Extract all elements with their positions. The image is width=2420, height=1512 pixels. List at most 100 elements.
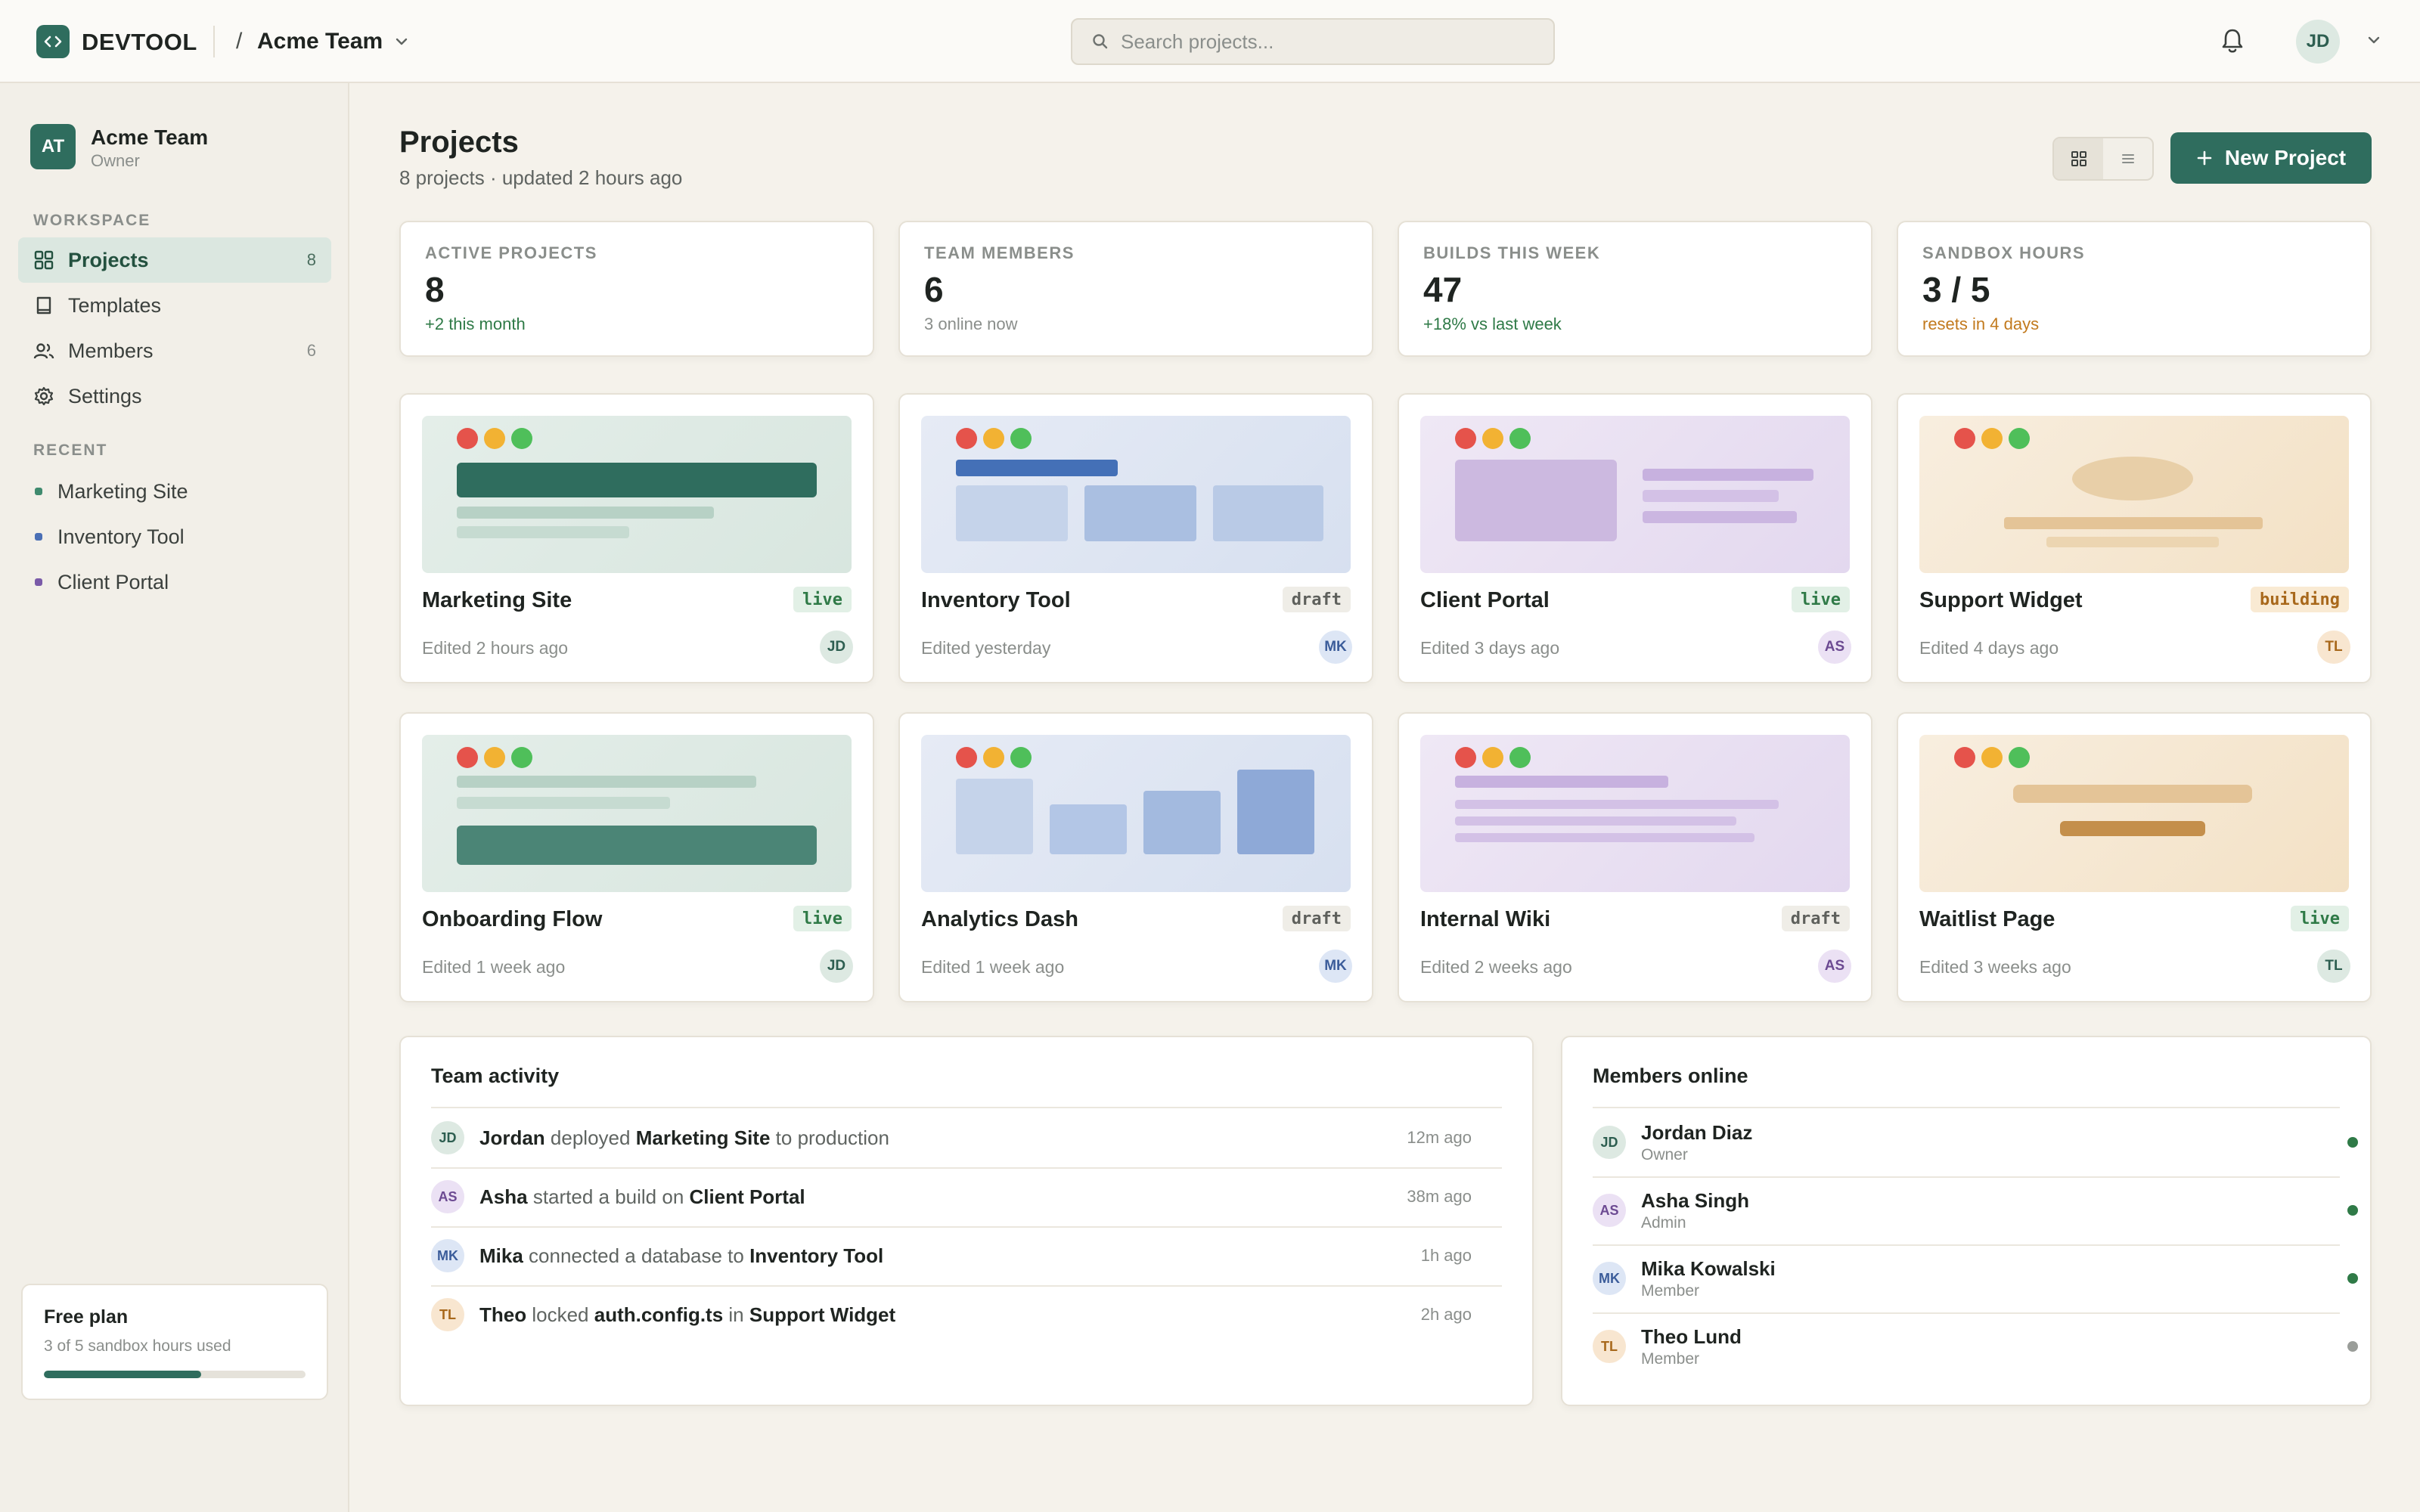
team-avatar[interactable]: AT (30, 124, 76, 169)
divider (431, 1167, 1502, 1169)
activity-target[interactable]: Inventory Tool (749, 1244, 884, 1267)
window-dot (1455, 747, 1476, 768)
grid-view-button[interactable] (2054, 138, 2103, 179)
stat-card-team-members: TEAM MEMBERS 6 3 online now (898, 221, 1373, 357)
project-card-inventory-tool[interactable]: Inventory Tool draft Edited yesterday MK (898, 393, 1373, 683)
edited-time: Edited 2 hours ago (422, 638, 569, 658)
avatar: MK (1319, 950, 1352, 983)
window-dot (956, 428, 977, 449)
activity-text: Theo locked auth.config.ts in Support Wi… (479, 1303, 895, 1327)
edited-time: Edited 3 weeks ago (1919, 957, 2071, 977)
project-name: Waitlist Page (1919, 907, 2055, 931)
avatar: AS (1593, 1194, 1626, 1227)
preview-line (1643, 469, 1813, 481)
stat-label: BUILDS THIS WEEK (1423, 243, 1601, 262)
section-label-workspace: WORKSPACE (33, 212, 151, 229)
preview-line (457, 776, 756, 788)
stat-note: +2 this month (425, 314, 526, 333)
member-row[interactable]: TL Theo Lund Member (1593, 1312, 2358, 1380)
online-status-dot (2347, 1273, 2358, 1284)
member-role: Member (1641, 1281, 1700, 1300)
new-project-button[interactable]: New Project (2170, 132, 2372, 184)
activity-verb: connected a database to (529, 1244, 744, 1267)
activity-row[interactable]: AS Asha started a build on Client Portal… (431, 1167, 1472, 1226)
activity-target[interactable]: Marketing Site (635, 1126, 771, 1149)
activity-row[interactable]: JD Jordan deployed Marketing Site to pro… (431, 1108, 1472, 1167)
sidebar-item-members[interactable]: Members 6 (18, 328, 331, 373)
preview-bar (1050, 804, 1127, 854)
project-card-support-widget[interactable]: Support Widget building Edited 4 days ag… (1897, 393, 2372, 683)
bell-icon[interactable] (2219, 26, 2246, 60)
project-card-waitlist-page[interactable]: Waitlist Page live Edited 3 weeks ago TL (1897, 712, 2372, 1002)
sidebar-item-settings[interactable]: Settings (18, 373, 331, 419)
window-dot (983, 747, 1004, 768)
sidebar-item-templates[interactable]: Templates (18, 283, 331, 328)
stat-note: +18% vs last week (1423, 314, 1562, 333)
divider (1593, 1244, 2340, 1246)
activity-target[interactable]: Client Portal (689, 1185, 805, 1208)
member-row[interactable]: JD Jordan Diaz Owner (1593, 1108, 2358, 1176)
chevron-down-icon (396, 38, 408, 45)
window-dot (1010, 428, 1032, 449)
avatar: MK (1593, 1262, 1626, 1295)
member-row[interactable]: MK Mika Kowalski Member (1593, 1244, 2358, 1312)
project-name: Onboarding Flow (422, 907, 603, 931)
stat-value: 3 / 5 (1922, 270, 1990, 309)
recent-item-marketing-site[interactable]: Marketing Site (18, 470, 331, 513)
preview-bar (956, 779, 1033, 854)
stat-note: 3 online now (924, 314, 1018, 333)
stat-note: resets in 4 days (1922, 314, 2040, 333)
avatar: TL (1593, 1330, 1626, 1363)
list-view-button[interactable] (2103, 138, 2152, 179)
plan-card[interactable]: Free plan 3 of 5 sandbox hours used (21, 1284, 328, 1400)
plan-usage: 3 of 5 sandbox hours used (44, 1337, 231, 1355)
recent-item-inventory-tool[interactable]: Inventory Tool (18, 516, 331, 558)
avatar: AS (431, 1180, 464, 1213)
project-card-analytics-dash[interactable]: Analytics Dash draft Edited 1 week ago M… (898, 712, 1373, 1002)
member-row[interactable]: AS Asha Singh Admin (1593, 1176, 2358, 1244)
user-avatar[interactable]: JD (2296, 20, 2340, 64)
stat-card-builds-this-week: BUILDS THIS WEEK 47 +18% vs last week (1398, 221, 1872, 357)
window-dot (1954, 428, 1975, 449)
window-dot (1509, 747, 1531, 768)
team-switcher[interactable]: Acme Team (257, 29, 408, 54)
window-dot (1954, 747, 1975, 768)
member-role: Admin (1641, 1213, 1686, 1232)
edited-time: Edited 1 week ago (921, 957, 1065, 977)
sidebar-item-label: Templates (68, 293, 162, 317)
project-card-onboarding-flow[interactable]: Onboarding Flow live Edited 1 week ago J… (399, 712, 874, 1002)
sidebar-item-projects[interactable]: Projects 8 (18, 237, 331, 283)
project-card-client-portal[interactable]: Client Portal live Edited 3 days ago AS (1398, 393, 1872, 683)
window-dot (484, 428, 505, 449)
project-card-marketing-site[interactable]: Marketing Site live Edited 2 hours ago J… (399, 393, 874, 683)
project-card-internal-wiki[interactable]: Internal Wiki draft Edited 2 weeks ago A… (1398, 712, 1872, 1002)
stat-value: 6 (924, 270, 944, 309)
window-dot (983, 428, 1004, 449)
search-input[interactable] (1121, 29, 1529, 54)
member-role: Member (1641, 1349, 1700, 1368)
member-name: Theo Lund (1641, 1325, 1742, 1348)
stat-label: TEAM MEMBERS (924, 243, 1075, 262)
preview-block (457, 826, 817, 865)
recent-item-client-portal[interactable]: Client Portal (18, 561, 331, 603)
activity-actor: Theo (479, 1303, 527, 1326)
project-thumbnail (1420, 735, 1850, 892)
preview-block (1455, 460, 1617, 541)
preview-line (1643, 490, 1779, 502)
avatar: JD (820, 631, 853, 664)
code-logo-icon[interactable] (36, 25, 70, 58)
activity-target-secondary[interactable]: Support Widget (749, 1303, 896, 1326)
avatar: TL (431, 1298, 464, 1331)
preview-line (1643, 511, 1797, 523)
status-badge: live (2291, 906, 2349, 931)
chevron-down-icon[interactable] (2367, 35, 2381, 48)
search-bar[interactable] (1071, 18, 1555, 65)
activity-row[interactable]: TL Theo locked auth.config.ts in Support… (431, 1285, 1472, 1344)
breadcrumb-separator: / (236, 29, 243, 54)
project-thumbnail (422, 735, 852, 892)
activity-target[interactable]: auth.config.ts (594, 1303, 724, 1326)
activity-row[interactable]: MK Mika connected a database to Inventor… (431, 1226, 1472, 1285)
window-dot (2009, 428, 2030, 449)
plan-title: Free plan (44, 1306, 129, 1328)
activity-mid: in (728, 1303, 744, 1326)
